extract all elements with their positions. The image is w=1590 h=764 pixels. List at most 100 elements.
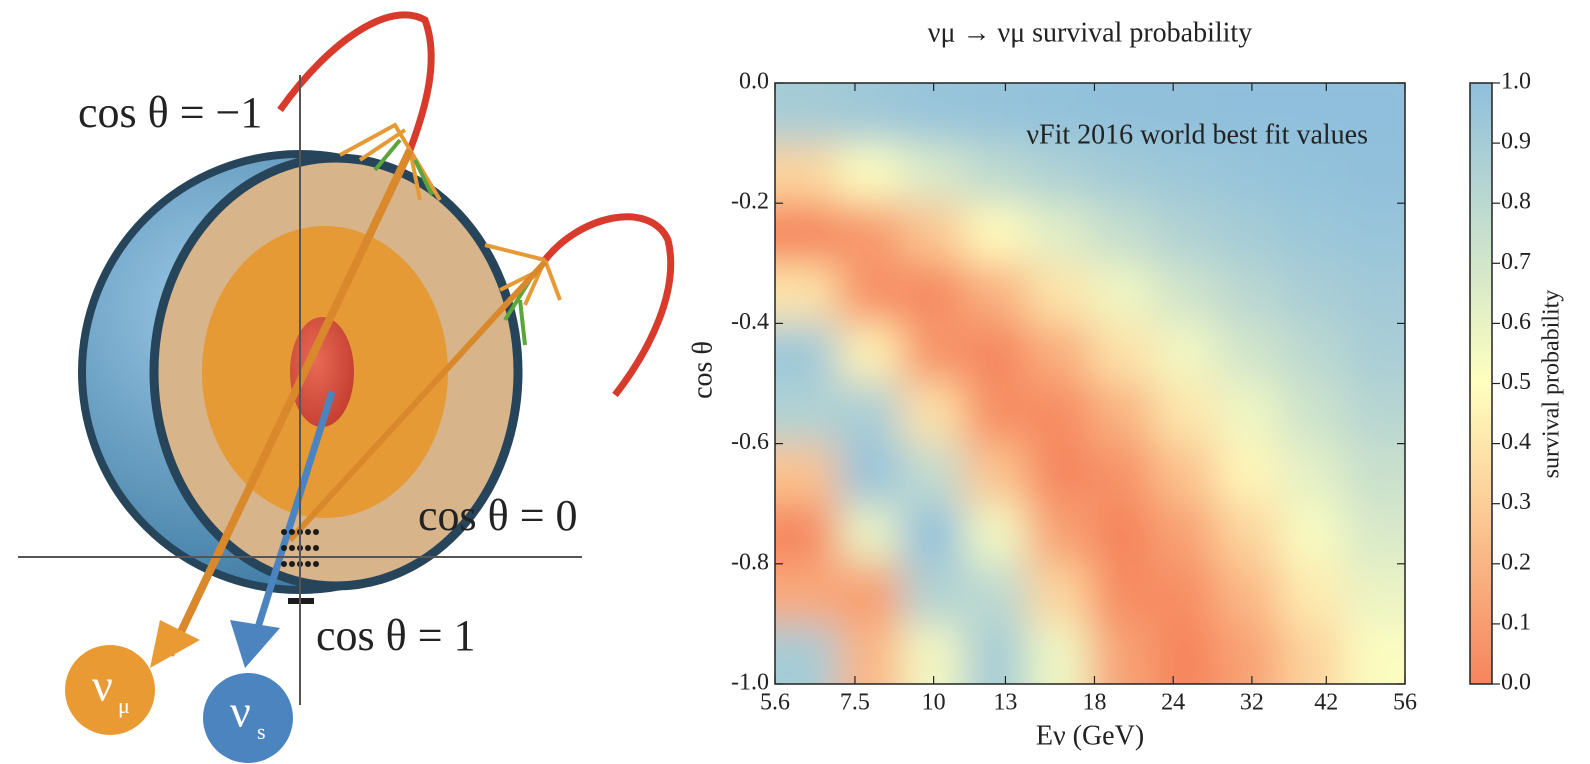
heat-cell (1216, 143, 1280, 204)
x-tick-label: 18 (1082, 690, 1106, 716)
shower (280, 15, 431, 150)
colorbar (1470, 83, 1492, 684)
heat-cell (1090, 564, 1153, 625)
heat-cell (1090, 143, 1153, 204)
y-tick-label: -0.2 (731, 189, 769, 215)
heat-cell (964, 444, 1028, 505)
angle-label: cos θ = 0 (418, 491, 578, 540)
arrow-head (230, 620, 280, 668)
heat-cell (964, 323, 1028, 384)
heat-cell (1027, 143, 1091, 204)
heat-cell (1342, 323, 1445, 384)
heat-cell (901, 43, 964, 144)
heat-cell (1216, 203, 1280, 264)
illustration: cos θ = −1 cos θ = 0 cos θ = 1 ν μ ν s (18, 15, 671, 763)
heat-cell (964, 564, 1028, 625)
heat-cell (1153, 444, 1216, 505)
heat-cell (838, 203, 902, 264)
heat-cell (901, 143, 964, 204)
heat-cell (838, 263, 902, 324)
angle-label: cos θ = 1 (316, 611, 476, 660)
x-tick-label: 24 (1161, 690, 1185, 716)
colorbar-tick-label: 0.4 (1501, 429, 1531, 455)
x-tick-label: 32 (1240, 690, 1264, 716)
chart-title: νμ → νμ survival probability (928, 17, 1252, 48)
heat-cell (1279, 444, 1343, 505)
heat-cell (1090, 263, 1153, 324)
heat-cell (901, 444, 964, 505)
heat-cell (1153, 384, 1216, 445)
heat-cell (1279, 203, 1343, 264)
heat-cell (1090, 444, 1153, 505)
y-tick-label: 0.0 (739, 69, 769, 95)
heat-cell (1342, 203, 1445, 264)
heat-cell (838, 384, 902, 445)
heat-cell (1153, 143, 1216, 204)
heat-cell (1027, 263, 1091, 324)
colorbar-tick-label: 0.5 (1501, 369, 1531, 395)
heat-cell (1153, 323, 1216, 384)
x-tick-label: 10 (922, 690, 946, 716)
y-tick-label: -1.0 (731, 670, 769, 696)
particle-symbol: ν (230, 686, 251, 737)
colorbar-label: survival probability (1539, 290, 1565, 479)
heat-cell (1216, 564, 1280, 625)
heat-cell (1216, 444, 1280, 505)
heat-cell (964, 143, 1028, 204)
heat-cell (1027, 624, 1091, 725)
colorbar-tick-label: 0.9 (1501, 129, 1531, 155)
colorbar-tick-label: 0.1 (1501, 609, 1531, 635)
heat-cell (1279, 384, 1343, 445)
heat-cell (1090, 203, 1153, 264)
heat-cell (1153, 564, 1216, 625)
x-tick-label: 42 (1314, 690, 1338, 716)
heat-cell (1027, 564, 1091, 625)
y-axis-label: cos θ (687, 341, 718, 399)
heat-cell (964, 203, 1028, 264)
heat-cell (838, 143, 902, 204)
heat-cell (838, 564, 902, 625)
heat-cell (1027, 203, 1091, 264)
heat-cell (1279, 143, 1343, 204)
heat-cell (1342, 143, 1445, 204)
x-tick-label: 13 (993, 690, 1017, 716)
heat-cell (1216, 323, 1280, 384)
heat-cell (1216, 504, 1280, 565)
y-tick-label: -0.4 (731, 309, 769, 335)
heat-cell (964, 43, 1028, 144)
annotation: νFit 2016 world best fit values (1026, 119, 1368, 150)
heat-cell (901, 263, 964, 324)
heat-cell (1090, 504, 1153, 565)
heat-cell (1153, 504, 1216, 565)
colorbar-tick-label: 0.0 (1501, 670, 1531, 696)
colorbar-tick-label: 0.2 (1501, 549, 1531, 575)
heat-cell (1342, 263, 1445, 324)
heat-cell (838, 43, 902, 144)
heat-cell (1027, 504, 1091, 565)
heat-cell (1090, 384, 1153, 445)
particle-symbol: ν (92, 660, 113, 711)
heat-cell (1342, 384, 1445, 445)
y-tick-label: -0.6 (731, 429, 769, 455)
colorbar-tick-label: 0.6 (1501, 309, 1531, 335)
shower (545, 217, 671, 395)
figure: cos θ = −1 cos θ = 0 cos θ = 1 ν μ ν s ν… (0, 0, 1590, 764)
heat-cell (1342, 504, 1445, 565)
heat-cell (1216, 384, 1280, 445)
x-axis-label: Eν (GeV) (1036, 720, 1144, 751)
heat-cell (1027, 384, 1091, 445)
heat-cell (1090, 323, 1153, 384)
angle-label: cos θ = −1 (78, 88, 262, 137)
heat-cell (1342, 444, 1445, 505)
x-tick-label: 56 (1393, 690, 1417, 716)
particle-sub: μ (118, 693, 130, 718)
colorbar-tick-label: 0.8 (1501, 189, 1531, 215)
heat-cell (838, 444, 902, 505)
x-tick-label: 7.5 (840, 690, 870, 716)
particle-sub: s (257, 719, 266, 744)
heat-cell (1279, 564, 1343, 625)
y-tick-label: -0.8 (731, 549, 769, 575)
colorbar-tick-label: 0.3 (1501, 489, 1531, 515)
heat-cell (964, 504, 1028, 565)
heat-cell (901, 564, 964, 625)
